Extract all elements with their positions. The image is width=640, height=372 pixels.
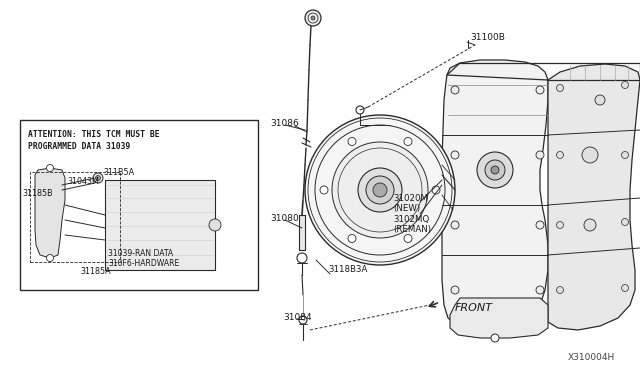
Circle shape: [332, 142, 428, 238]
Bar: [20, 120, 258, 290]
Circle shape: [305, 115, 455, 265]
Polygon shape: [548, 64, 640, 330]
Circle shape: [485, 160, 505, 180]
Circle shape: [320, 186, 328, 194]
Circle shape: [432, 186, 440, 194]
Polygon shape: [442, 60, 548, 330]
Text: 31043M: 31043M: [67, 176, 99, 186]
Circle shape: [621, 151, 628, 158]
Text: 31185B: 31185B: [22, 189, 52, 198]
Text: 31100B: 31100B: [470, 32, 505, 42]
Circle shape: [356, 106, 364, 114]
Circle shape: [595, 95, 605, 105]
Bar: [105, 180, 215, 270]
Text: 31084: 31084: [283, 312, 312, 321]
Circle shape: [491, 334, 499, 342]
Circle shape: [621, 285, 628, 292]
Text: 31185A: 31185A: [80, 267, 111, 276]
Circle shape: [477, 152, 513, 188]
Circle shape: [536, 286, 544, 294]
Circle shape: [305, 10, 321, 26]
Text: 310F6-HARDWARE: 310F6-HARDWARE: [108, 259, 179, 267]
Circle shape: [366, 176, 394, 204]
Circle shape: [348, 234, 356, 243]
Circle shape: [373, 183, 387, 197]
Text: (NEW): (NEW): [393, 203, 420, 212]
Circle shape: [404, 138, 412, 145]
Text: 3118B3A: 3118B3A: [328, 266, 367, 275]
Circle shape: [451, 151, 459, 159]
Circle shape: [299, 316, 307, 324]
Circle shape: [536, 221, 544, 229]
Circle shape: [451, 221, 459, 229]
Text: 31086: 31086: [270, 119, 299, 128]
Circle shape: [582, 147, 598, 163]
Circle shape: [557, 84, 563, 92]
Circle shape: [584, 219, 596, 231]
Circle shape: [557, 221, 563, 228]
Circle shape: [311, 16, 315, 20]
Text: (REMAN): (REMAN): [393, 224, 431, 234]
Circle shape: [95, 176, 100, 180]
Circle shape: [358, 168, 402, 212]
Circle shape: [93, 173, 103, 183]
Circle shape: [536, 151, 544, 159]
Circle shape: [491, 166, 499, 174]
Text: 31080: 31080: [270, 214, 299, 222]
Circle shape: [621, 81, 628, 89]
Polygon shape: [35, 168, 65, 258]
Circle shape: [536, 86, 544, 94]
Text: FRONT: FRONT: [455, 303, 493, 313]
Text: 31020M: 31020M: [393, 193, 428, 202]
Text: 311B5A: 311B5A: [103, 167, 134, 176]
Text: X310004H: X310004H: [568, 353, 615, 362]
Text: ATTENTION: THIS TCM MUST BE
PROGRAMMED DATA 31039: ATTENTION: THIS TCM MUST BE PROGRAMMED D…: [28, 130, 159, 151]
Circle shape: [451, 86, 459, 94]
Circle shape: [47, 254, 54, 262]
Circle shape: [47, 164, 54, 171]
Circle shape: [557, 286, 563, 294]
Circle shape: [348, 138, 356, 145]
Circle shape: [297, 253, 307, 263]
Circle shape: [557, 151, 563, 158]
Circle shape: [404, 234, 412, 243]
Circle shape: [621, 218, 628, 225]
Polygon shape: [450, 298, 548, 338]
Bar: [30, 172, 120, 262]
Circle shape: [209, 219, 221, 231]
Text: 3102MQ: 3102MQ: [393, 215, 429, 224]
Polygon shape: [299, 215, 305, 250]
Text: 31039-RAN DATA: 31039-RAN DATA: [108, 248, 173, 257]
Circle shape: [451, 286, 459, 294]
